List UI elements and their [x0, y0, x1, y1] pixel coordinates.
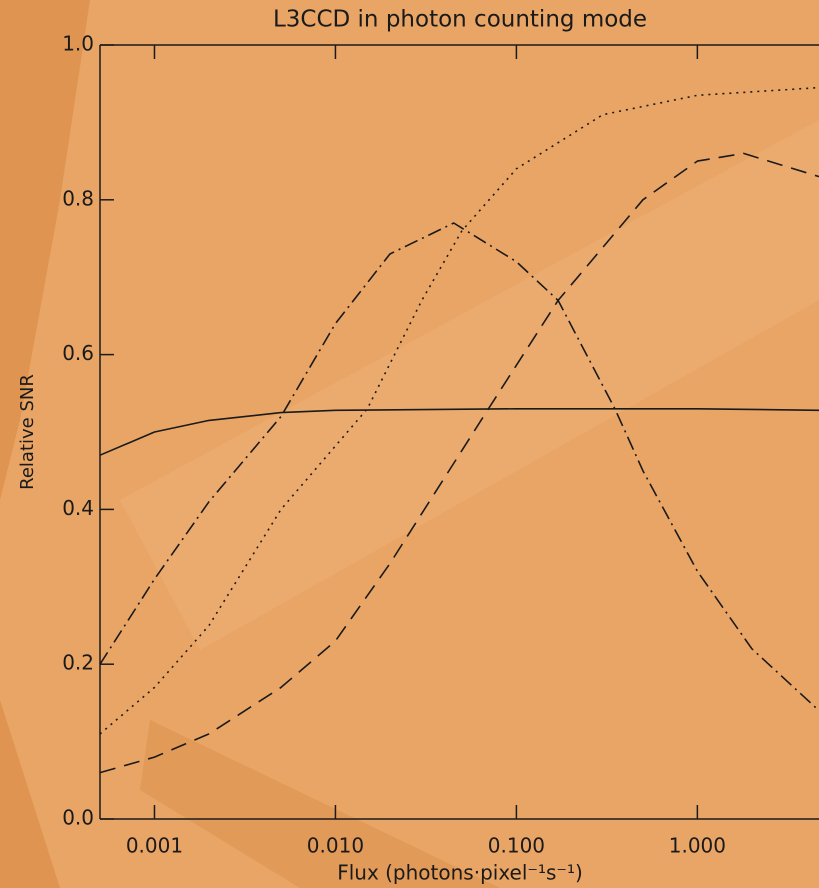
page: L3CCD in photon counting mode Flux (phot…: [0, 0, 819, 888]
y-axis-label: Relative SNR: [17, 374, 38, 490]
y-tick-label: 0.0: [62, 806, 94, 830]
y-tick-label: 0.8: [62, 186, 94, 210]
y-tick-label: 0.6: [62, 341, 94, 365]
y-tick-label: 0.4: [62, 496, 94, 520]
chart: L3CCD in photon counting mode Flux (phot…: [0, 0, 819, 888]
x-tick-label: 0.100: [488, 834, 545, 858]
x-tick-label: 0.001: [126, 834, 183, 858]
x-tick-label: 1.000: [669, 834, 726, 858]
y-tick-label: 1.0: [62, 32, 94, 56]
x-tick-label: 0.010: [307, 834, 364, 858]
y-tick-label: 0.2: [62, 651, 94, 675]
chart-title: L3CCD in photon counting mode: [273, 7, 647, 33]
x-axis-label: Flux (photons·pixel⁻¹s⁻¹): [337, 861, 583, 885]
